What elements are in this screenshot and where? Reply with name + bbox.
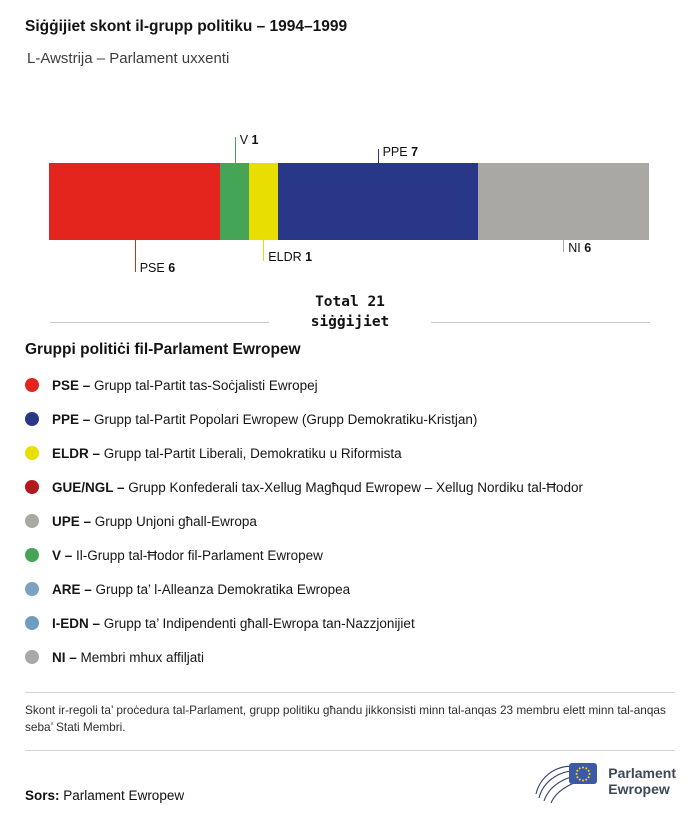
source-line: Sors: Parlament Ewropew (25, 788, 184, 803)
legend-label-pse: PSE – Grupp tal-Partit tas-Soċjalisti Ew… (52, 377, 318, 393)
eu-flag-stars (575, 766, 591, 782)
bar-label-ppe: PPE 7 (382, 145, 419, 159)
bar-segment-pse (49, 163, 221, 240)
ep-logo-icon (535, 763, 598, 804)
legend-dot-eldr (25, 446, 39, 460)
page-title: Siġġijiet skont il-grupp politiku – 1994… (25, 18, 348, 35)
legend-label-v: V – Il-Grupp tal-Ħodor fil-Parlament Ewr… (52, 547, 323, 563)
legend-item-v: V – Il-Grupp tal-Ħodor fil-Parlament Ewr… (25, 538, 685, 572)
seat-distribution-bar-chart: PSE 6 V 1 ELDR 1 PPE 7 NI 6 (49, 128, 649, 288)
bar-segment-ni (477, 163, 649, 240)
ep-logo-line-1: Parlament (608, 764, 676, 781)
bar-callout-eldr: ELDR 1 (263, 240, 312, 264)
legend: PSE – Grupp tal-Partit tas-Soċjalisti Ew… (25, 368, 685, 674)
bar-segment-ppe (277, 163, 478, 240)
bar-segment-eldr (249, 163, 278, 240)
source-value: Parlament Ewropew (63, 788, 185, 803)
legend-label-eldr: ELDR – Grupp tal-Partit Liberali, Demokr… (52, 445, 402, 461)
legend-item-are: ARE – Grupp ta’ l-Alleanza Demokratika E… (25, 572, 685, 606)
bar-label-ni: NI 6 (568, 241, 592, 255)
total-line-2: siġġijiet (310, 314, 390, 330)
legend-item-eldr: ELDR – Grupp tal-Partit Liberali, Demokr… (25, 436, 685, 470)
legend-dot-ni (25, 650, 39, 664)
legend-label-i-edn: I-EDN – Grupp ta’ Indipendenti għall-Ewr… (52, 615, 415, 631)
legend-item-ni: NI – Membri mhux affiljati (25, 640, 685, 674)
legend-item-i-edn: I-EDN – Grupp ta’ Indipendenti għall-Ewr… (25, 606, 685, 640)
legend-label-ppe: PPE – Grupp tal-Partit Popolari Ewropew … (52, 411, 478, 427)
legend-item-pse: PSE – Grupp tal-Partit tas-Soċjalisti Ew… (25, 368, 685, 402)
total-seats-label: Total 21 siġġijiet (269, 292, 432, 332)
bar-label-eldr: ELDR 1 (268, 250, 313, 264)
european-parliament-logo: Parlament Ewropew (534, 758, 676, 804)
legend-dot-gue-ngl (25, 480, 39, 494)
legend-dot-v (25, 548, 39, 562)
legend-label-gue-ngl: GUE/NGL – Grupp Konfederali tax-Xellug M… (52, 479, 584, 495)
ep-logo-line-2: Ewropew (608, 781, 670, 797)
legend-label-are: ARE – Grupp ta’ l-Alleanza Demokratika E… (52, 581, 351, 597)
bar-callout-pse: PSE 6 (134, 240, 175, 275)
bar-label-pse: PSE 6 (139, 261, 176, 275)
footnote: Skont ir-regoli ta’ proċedura tal-Parlam… (25, 703, 666, 734)
bar-callout-ni: NI 6 (563, 240, 591, 255)
legend-label-upe: UPE – Grupp Unjoni għall-Ewropa (52, 513, 257, 529)
legend-title: Gruppi politiċi fil-Parlament Ewropew (25, 341, 301, 358)
divider-bottom (25, 750, 675, 751)
page-subtitle: L-Awstrija – Parlament uxxenti (27, 50, 230, 67)
legend-item-gue-ngl: GUE/NGL – Grupp Konfederali tax-Xellug M… (25, 470, 685, 504)
legend-item-ppe: PPE – Grupp tal-Partit Popolari Ewropew … (25, 402, 685, 436)
total-right-rule (431, 322, 651, 323)
legend-dot-upe (25, 514, 39, 528)
ep-logo-wordmark: Parlament Ewropew (608, 765, 676, 798)
bar-segment-v (220, 163, 249, 240)
eu-flag (569, 763, 598, 784)
legend-item-upe: UPE – Grupp Unjoni għall-Ewropa (25, 504, 685, 538)
total-seats-block: Total 21 siġġijiet (50, 292, 651, 332)
legend-dot-are (25, 582, 39, 596)
source-label: Sors: (25, 788, 60, 803)
legend-label-ni: NI – Membri mhux affiljati (52, 649, 205, 665)
legend-dot-ppe (25, 412, 39, 426)
bar-callout-v: V 1 (234, 133, 258, 163)
bar-callout-ppe: PPE 7 (377, 145, 418, 163)
bar-label-v: V 1 (239, 133, 259, 147)
total-left-rule (50, 322, 269, 323)
legend-dot-pse (25, 378, 39, 392)
legend-dot-i-edn (25, 616, 39, 630)
total-line-1: Total 21 (315, 294, 385, 310)
divider-top (25, 692, 675, 693)
